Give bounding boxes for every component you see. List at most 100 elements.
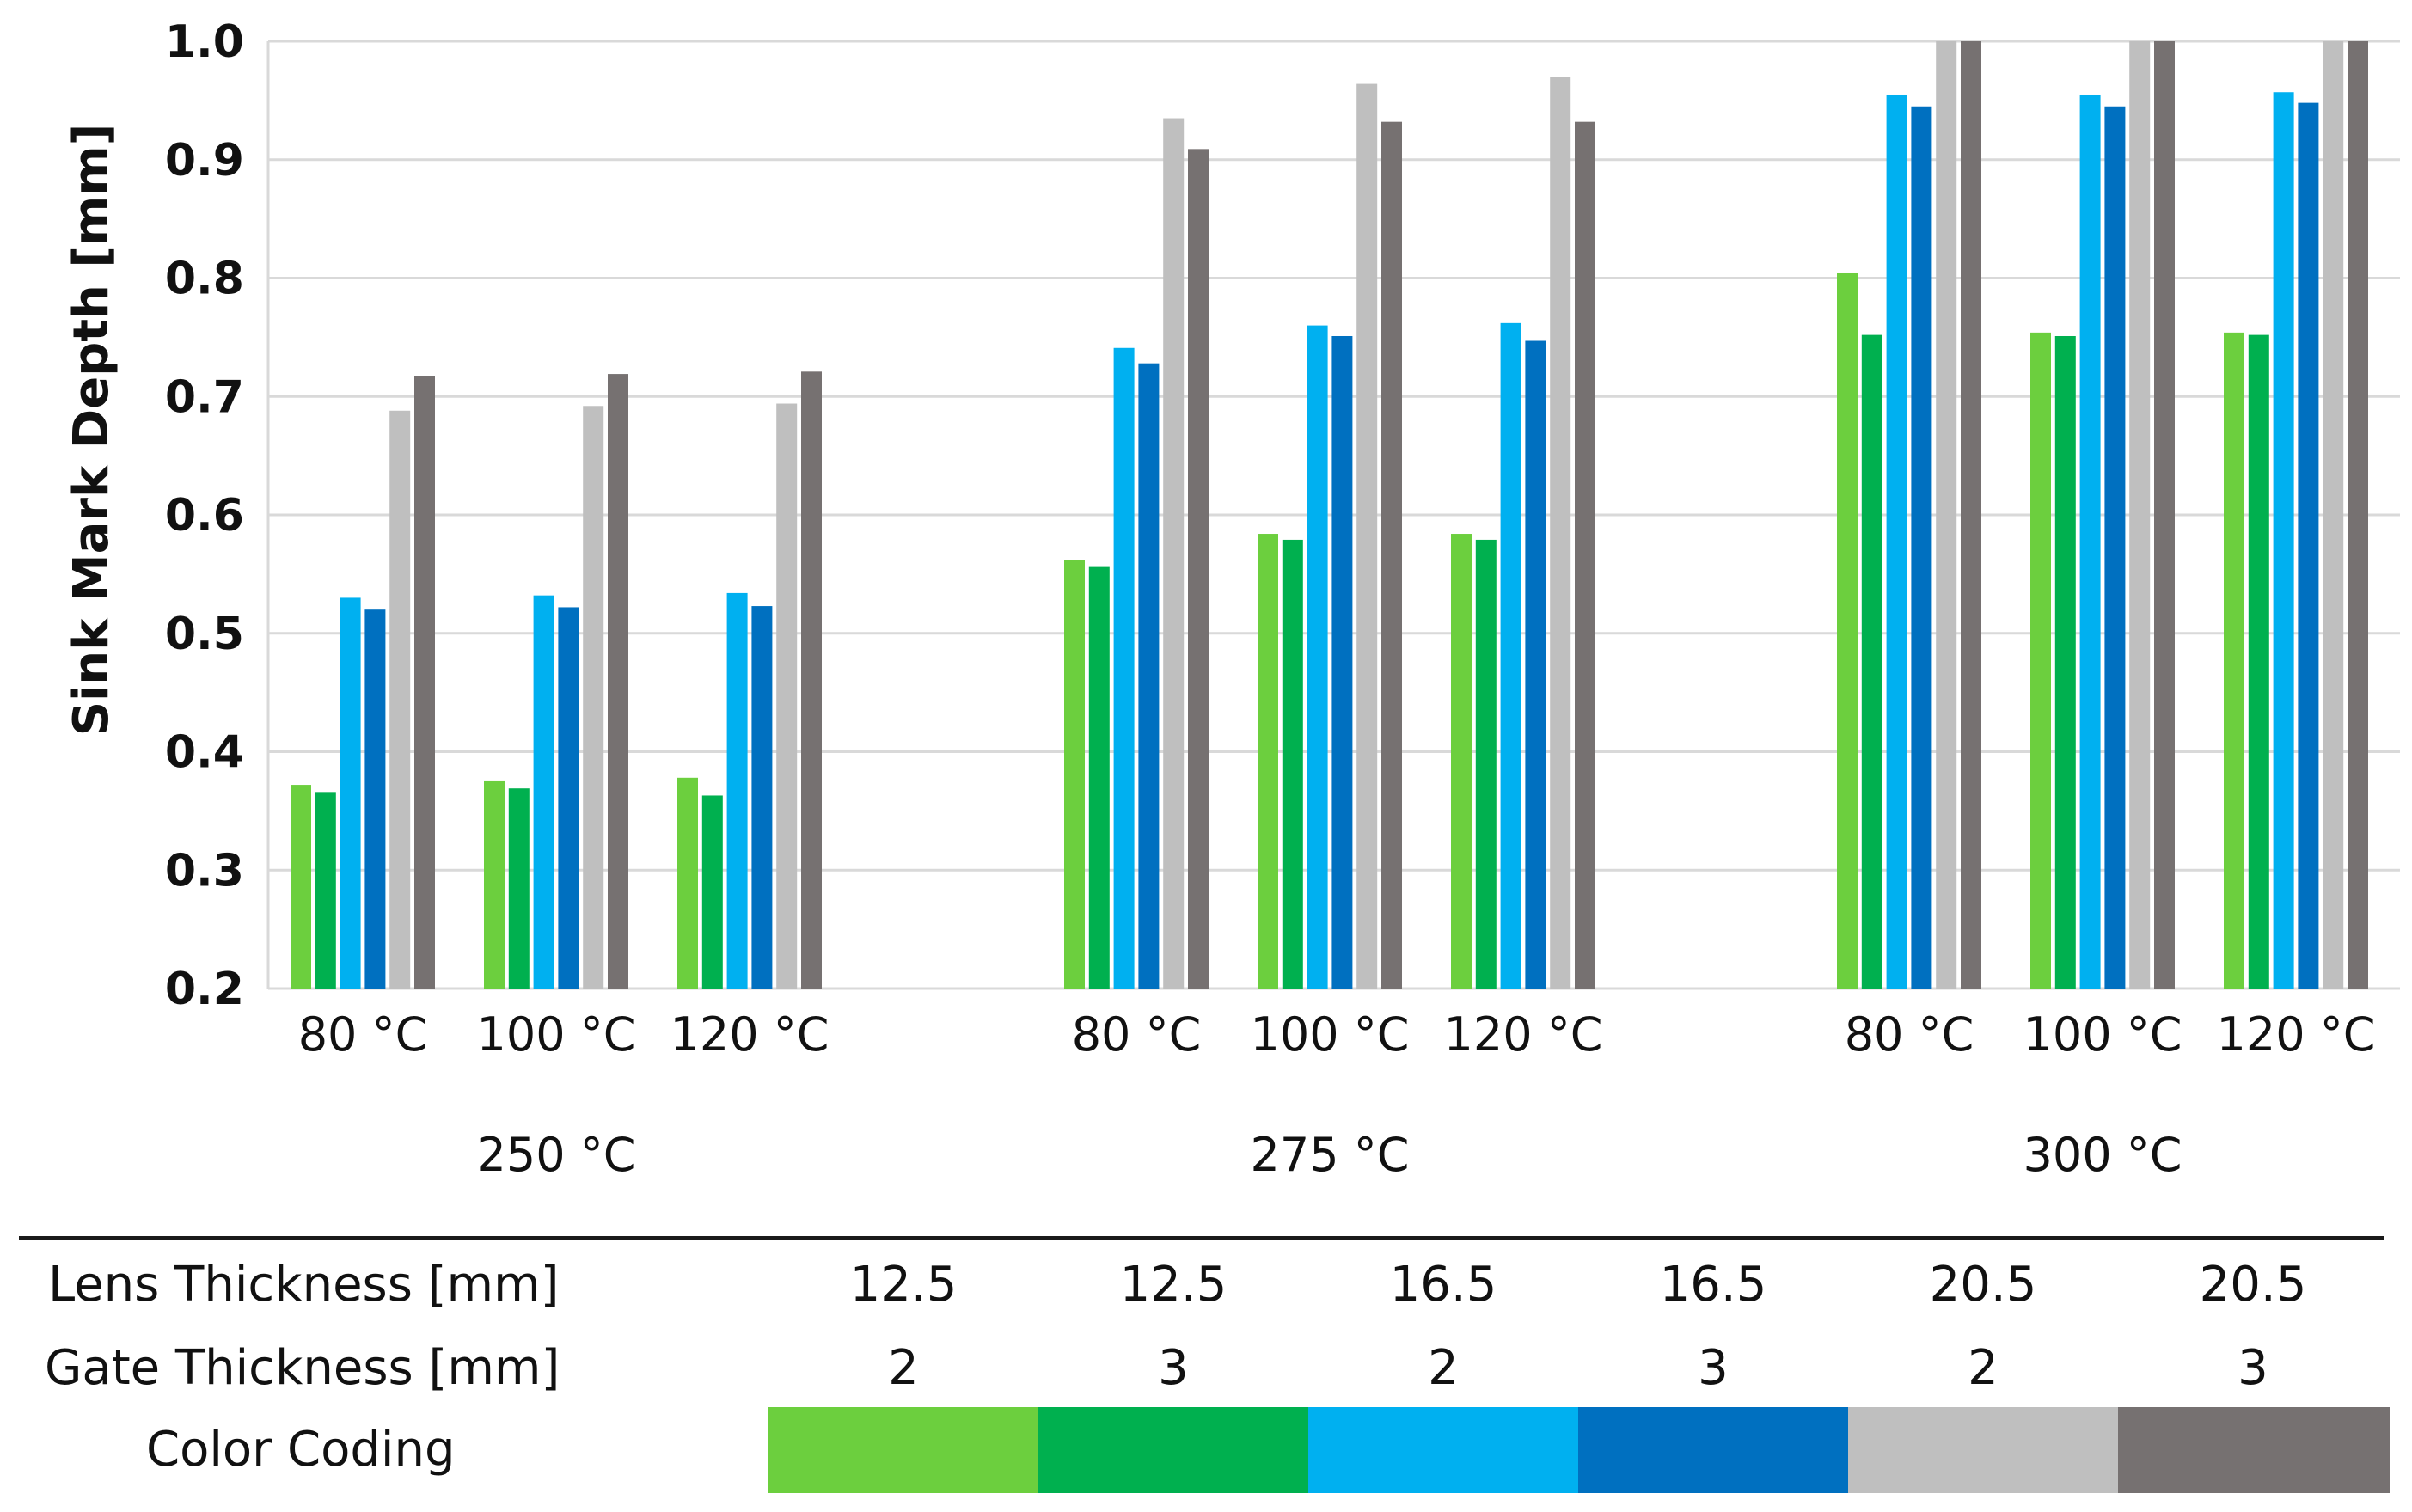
bar xyxy=(1356,83,1378,989)
gate-value: 3 xyxy=(1698,1340,1729,1396)
lens-value: 16.5 xyxy=(1389,1257,1497,1313)
group-label: 275 °C xyxy=(1251,1128,1410,1182)
color-swatch xyxy=(1038,1407,1308,1493)
bar xyxy=(1088,566,1110,989)
bar xyxy=(1331,335,1353,989)
bar xyxy=(508,788,530,989)
bar xyxy=(1911,106,1932,989)
bar xyxy=(1961,41,1981,989)
bar xyxy=(2248,334,2269,989)
bar xyxy=(677,777,698,989)
x-tick-labels: 80 °C 100 °C 120 °C 80 °C 100 °C 120 °C 80 °C 1… xyxy=(298,1007,2376,1062)
gate-thickness-label: Gate Thickness [mm] xyxy=(45,1340,560,1396)
bar xyxy=(701,795,723,989)
bar xyxy=(2030,332,2051,989)
bar xyxy=(2298,102,2319,989)
bar xyxy=(726,592,748,989)
y-tick-label: 0.7 xyxy=(165,371,244,423)
color-swatch xyxy=(2118,1407,2390,1493)
y-tick-label: 0.5 xyxy=(165,609,244,660)
bar xyxy=(414,376,435,989)
x-tick-label: 80 °C xyxy=(1845,1007,1974,1062)
bar xyxy=(533,595,554,989)
bar xyxy=(583,406,604,989)
y-tick-label: 0.3 xyxy=(165,845,244,897)
y-tick-label: 0.8 xyxy=(165,254,244,305)
bar xyxy=(2079,94,2101,989)
bar xyxy=(1550,77,1571,989)
x-tick-label: 120 °C xyxy=(2217,1007,2376,1062)
gate-value: 2 xyxy=(1968,1340,1999,1396)
bar xyxy=(1163,118,1185,989)
y-tick-label: 0.2 xyxy=(165,964,244,1015)
legend-divider xyxy=(19,1236,2384,1240)
bar xyxy=(1188,149,1209,989)
bar xyxy=(1282,539,1303,989)
bar xyxy=(1525,340,1546,989)
group-label: 250 °C xyxy=(477,1128,636,1182)
bar xyxy=(1886,94,1907,989)
y-tick-label: 0.4 xyxy=(165,727,244,779)
color-swatch xyxy=(1308,1407,1578,1493)
bar xyxy=(776,403,798,989)
color-swatch xyxy=(768,1407,1038,1493)
x-tick-label: 100 °C xyxy=(2023,1007,2182,1062)
bar xyxy=(1307,325,1328,989)
bar xyxy=(2129,41,2151,989)
gate-value: 2 xyxy=(888,1340,919,1396)
lens-value: 20.5 xyxy=(1929,1257,2037,1313)
x-tick-label: 80 °C xyxy=(1072,1007,1202,1062)
bar xyxy=(389,410,411,989)
legend-gate-row: Gate Thickness [mm] 2 3 2 3 2 3 xyxy=(0,1328,2412,1409)
bar xyxy=(2224,332,2244,989)
bar xyxy=(1475,539,1497,989)
x-tick-label: 100 °C xyxy=(477,1007,636,1062)
bar xyxy=(1500,322,1521,989)
legend-color-row: Color Coding xyxy=(0,1407,2412,1493)
lens-value: 12.5 xyxy=(1119,1257,1227,1313)
bar xyxy=(2104,106,2126,989)
bar xyxy=(751,606,773,989)
gate-value: 3 xyxy=(2238,1340,2268,1396)
bar xyxy=(1837,272,1858,989)
bar xyxy=(315,792,336,989)
bar xyxy=(1258,534,1278,989)
color-swatch xyxy=(1578,1407,1848,1493)
bar xyxy=(291,785,311,989)
color-swatch xyxy=(1848,1407,2118,1493)
bar xyxy=(801,371,822,989)
bar xyxy=(1451,534,1472,989)
bar xyxy=(2348,41,2368,989)
bar xyxy=(1575,121,1595,989)
group-labels: 250 °C 275 °C 300 °C xyxy=(477,1128,2182,1182)
group-label: 300 °C xyxy=(2023,1128,2182,1182)
y-tick-label: 0.6 xyxy=(165,490,244,542)
x-tick-label: 80 °C xyxy=(298,1007,428,1062)
y-tick-labels: 0.2 0.3 0.4 0.5 0.6 0.7 0.8 0.9 1.0 xyxy=(165,16,244,1015)
bar xyxy=(1861,334,1882,989)
bar xyxy=(340,597,361,989)
bar xyxy=(2273,92,2294,989)
lens-value: 12.5 xyxy=(849,1257,958,1313)
x-tick-label: 100 °C xyxy=(1251,1007,1410,1062)
bar xyxy=(1138,363,1160,989)
bar xyxy=(484,780,505,989)
bar xyxy=(364,609,386,989)
legend-lens-row: Lens Thickness [mm] 12.5 12.5 16.5 16.5 … xyxy=(0,1245,2412,1325)
bar xyxy=(608,374,628,989)
bar xyxy=(1381,121,1402,989)
bar xyxy=(2323,41,2344,989)
bars xyxy=(291,41,2368,989)
x-tick-label: 120 °C xyxy=(670,1007,830,1062)
x-tick-label: 120 °C xyxy=(1444,1007,1603,1062)
gate-value: 2 xyxy=(1428,1340,1459,1396)
bar xyxy=(1113,347,1135,989)
y-tick-label: 1.0 xyxy=(165,16,244,68)
lens-thickness-label: Lens Thickness [mm] xyxy=(48,1257,560,1313)
bar xyxy=(2154,41,2175,989)
bar xyxy=(558,607,579,989)
sink-mark-chart: 0.2 0.3 0.4 0.5 0.6 0.7 0.8 0.9 1.0 80 °C 100 °C 1… xyxy=(64,16,2400,1182)
gate-value: 3 xyxy=(1158,1340,1189,1396)
y-axis-label: Sink Mark Depth [mm] xyxy=(64,124,119,737)
lens-value: 16.5 xyxy=(1659,1257,1767,1313)
